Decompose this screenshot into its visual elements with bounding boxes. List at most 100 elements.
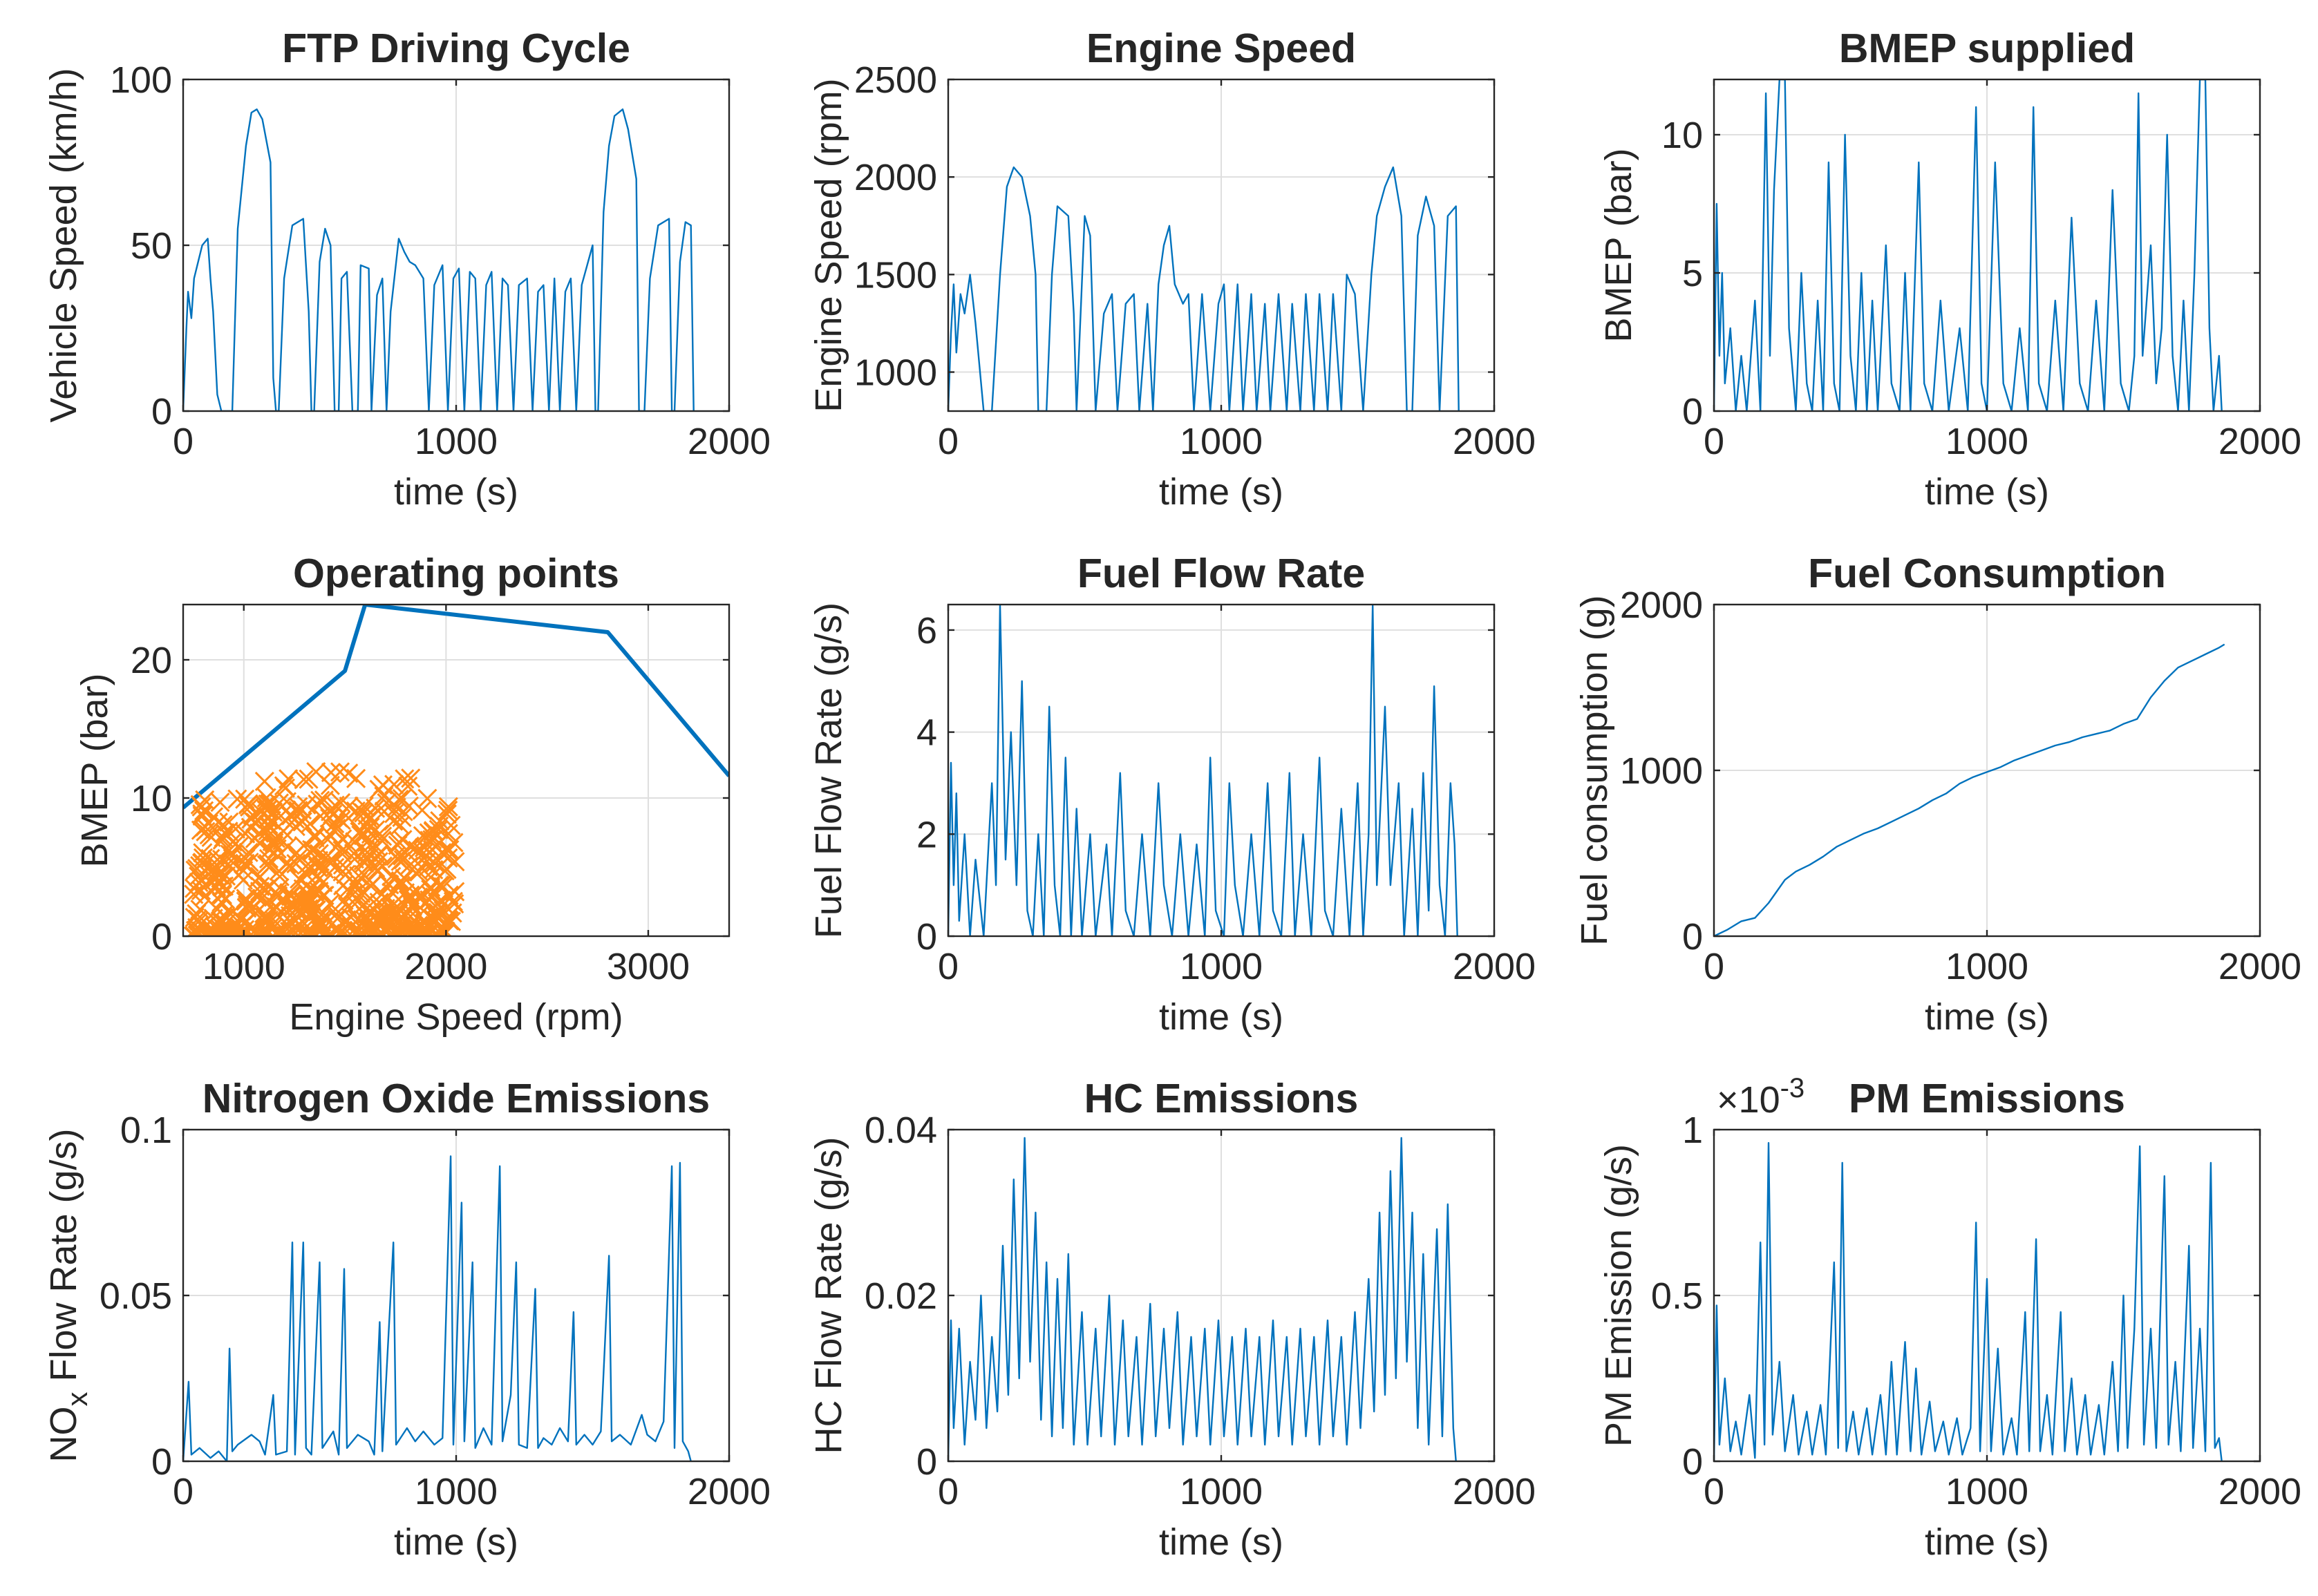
y-tick-label: 1 — [1682, 1110, 1703, 1151]
chart-title: Fuel Consumption — [1808, 551, 2166, 596]
scatter-point — [368, 903, 388, 923]
y-tick-label: 0.05 — [100, 1275, 172, 1317]
scatter-point — [249, 882, 270, 902]
x-tick-label: 1000 — [1180, 1471, 1263, 1512]
scatter-point — [321, 762, 341, 783]
chart-title: BMEP supplied — [1839, 26, 2135, 71]
x-tick-label: 0 — [1704, 421, 1724, 462]
y-exponent-label: ×10-3 — [1717, 1073, 1805, 1121]
scatter-point — [310, 806, 330, 826]
scatter-point — [438, 797, 458, 817]
scatter-point — [359, 870, 379, 891]
axes-box — [182, 603, 731, 938]
scatter-point — [438, 824, 458, 844]
series-line — [948, 605, 1458, 936]
x-tick-label: 2000 — [1453, 1471, 1536, 1512]
scatter-point — [279, 769, 299, 789]
x-tick-label: 3000 — [607, 946, 690, 987]
scatter-point — [294, 770, 314, 790]
scatter-point — [286, 843, 306, 863]
scatter-point — [300, 814, 320, 834]
y-tick-label: 0.04 — [865, 1110, 937, 1151]
x-axis-label: time (s) — [394, 1521, 518, 1563]
data-layer — [183, 108, 695, 411]
scatter-point — [314, 790, 334, 810]
chart-fuel_consumption: 0 1000 2000 0 1000 2000 Fuel Consumption time (… — [1574, 551, 2301, 1038]
y-tick-label: 0 — [151, 391, 172, 433]
x-tick-label: 2000 — [2218, 421, 2301, 462]
data-layer — [948, 605, 1458, 936]
y-tick-label: 1500 — [854, 254, 937, 296]
scatter-point — [270, 866, 290, 886]
scatter-point — [235, 789, 255, 809]
y-axis-label: Engine Speed (rpm) — [808, 78, 849, 412]
y-tick-label: 0 — [151, 916, 172, 958]
scatter-point — [192, 804, 212, 824]
scatter-point — [310, 868, 330, 889]
scatter-point — [357, 819, 377, 839]
scatter-point — [310, 790, 330, 810]
x-axis-label: time (s) — [1925, 1521, 2049, 1563]
y-axis-label: HC Flow Rate (g/s) — [808, 1137, 849, 1454]
scatter-point — [433, 922, 453, 936]
scatter-point — [229, 865, 249, 885]
chart-title: HC Emissions — [1084, 1076, 1359, 1121]
scatter-point — [232, 922, 252, 936]
scatter-point — [193, 843, 213, 863]
scatter-point — [381, 866, 402, 886]
series-line — [1714, 1142, 2223, 1461]
scatter-point — [267, 839, 287, 859]
y-tick-label: 0 — [916, 1441, 937, 1483]
scatter-point — [361, 876, 381, 896]
scatter-point — [191, 880, 211, 901]
scatter-point — [305, 828, 325, 848]
scatter-point — [211, 910, 231, 930]
scatter-point — [377, 890, 397, 910]
scatter-point — [368, 909, 388, 929]
data-layer — [1714, 643, 2225, 936]
y-tick-label: 5 — [1682, 253, 1703, 294]
y-tick-label: 100 — [110, 59, 172, 101]
x-tick-label: 1000 — [415, 421, 498, 462]
y-tick-label: 20 — [131, 640, 172, 681]
series-line — [948, 166, 1460, 411]
x-tick-label: 2000 — [2218, 1471, 2301, 1512]
scatter-point — [402, 914, 422, 934]
scatter-point — [373, 826, 393, 846]
y-tick-label: 0.02 — [865, 1275, 937, 1317]
x-tick-label: 2000 — [688, 1471, 771, 1512]
scatter-point — [250, 866, 270, 886]
x-axis-label: time (s) — [1925, 471, 2049, 513]
scatter-point — [374, 801, 395, 821]
scatter-point — [389, 832, 409, 852]
scatter-series — [183, 761, 465, 936]
scatter-point — [344, 849, 365, 869]
y-tick-label: 2500 — [854, 59, 937, 101]
data-layer — [1714, 79, 2223, 411]
x-axis-label: time (s) — [394, 471, 518, 513]
series-line — [183, 1155, 692, 1461]
scatter-point — [220, 844, 240, 864]
scatter-point — [304, 924, 324, 936]
scatter-point — [366, 858, 386, 878]
scatter-point — [204, 807, 224, 827]
scatter-point — [259, 817, 279, 837]
scatter-point — [328, 808, 348, 828]
scatter-point — [258, 848, 279, 869]
scatter-point — [354, 796, 374, 816]
scatter-point — [346, 768, 366, 788]
scatter-point — [258, 815, 279, 835]
scatter-point — [417, 788, 437, 808]
scatter-point — [421, 867, 441, 887]
scatter-point — [337, 910, 357, 930]
scatter-point — [256, 795, 276, 815]
data-layer — [183, 1155, 692, 1461]
chart-title: PM Emissions — [1849, 1076, 2125, 1121]
data-layer — [948, 166, 1460, 411]
scatter-point — [236, 848, 256, 868]
y-tick-label: 2000 — [854, 157, 937, 198]
scatter-point — [291, 871, 311, 891]
data-layer — [1714, 1142, 2223, 1461]
